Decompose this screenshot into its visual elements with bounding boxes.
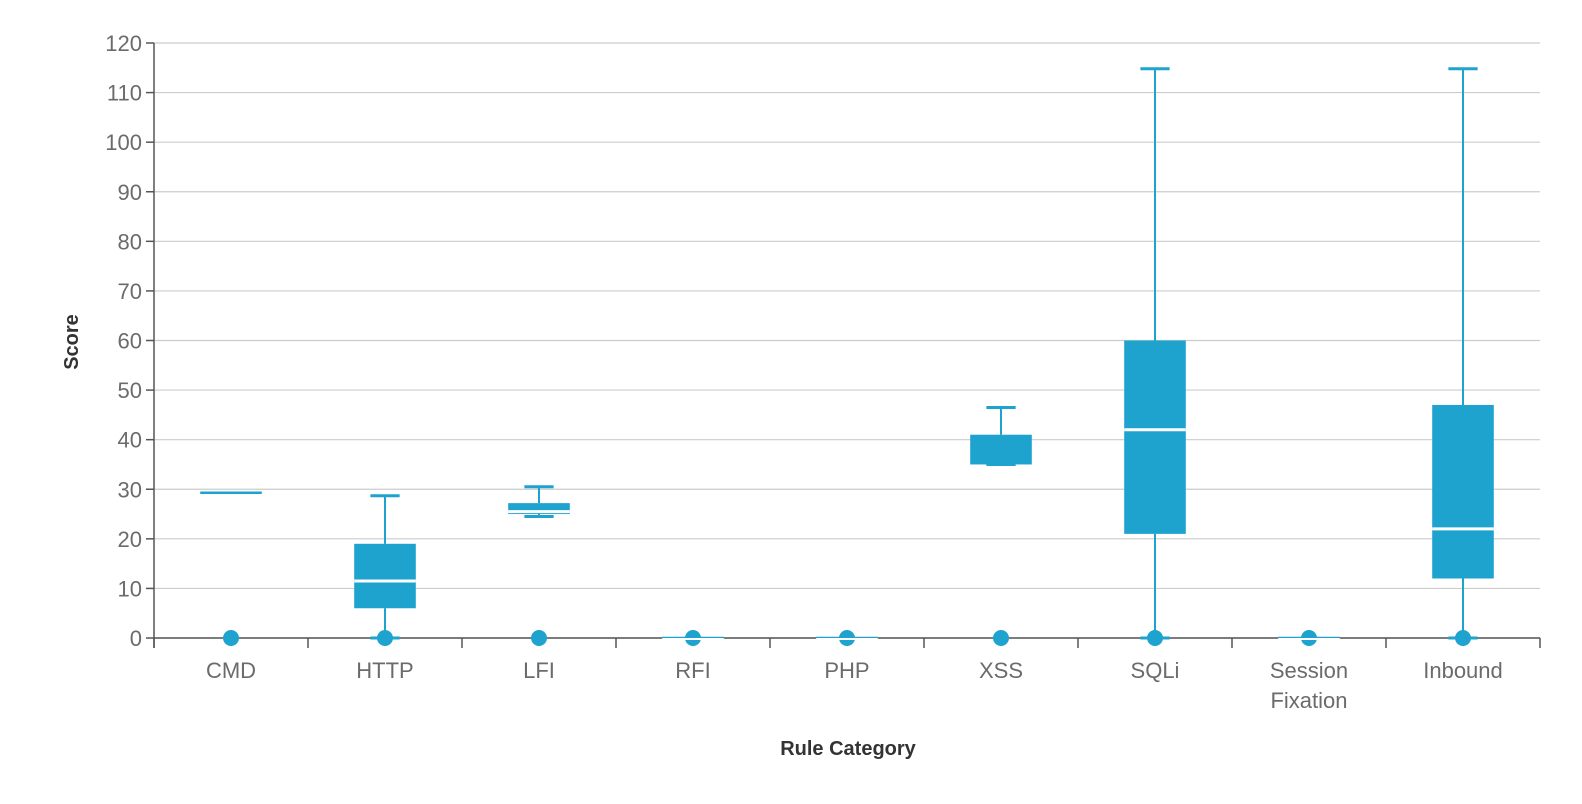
outlier-point <box>531 630 547 646</box>
outlier-point <box>1147 630 1163 646</box>
y-tick-label: 100 <box>105 130 142 155</box>
x-tick-label-line: LFI <box>523 658 555 683</box>
y-tick-label: 70 <box>118 279 142 304</box>
box-php <box>816 630 878 646</box>
x-tick-label: PHP <box>824 658 869 683</box>
x-tick-label: Session Fixation <box>1270 658 1348 713</box>
y-tick-label: 50 <box>118 378 142 403</box>
box-cmd <box>200 491 262 646</box>
x-axis: CMD HTTP LFI RFI PHP XSS SQLi Session Fixation In… <box>153 637 1541 713</box>
box-xss <box>970 405 1032 646</box>
y-tick-label: 110 <box>107 81 142 106</box>
box-sqli <box>1124 67 1186 646</box>
box-inbound <box>1432 67 1494 646</box>
x-tick-label-line: PHP <box>824 658 869 683</box>
y-tick-label: 10 <box>118 576 142 601</box>
x-tick-label-line: CMD <box>206 658 256 683</box>
iqr-box <box>1124 340 1186 534</box>
x-tick-label: SQLi <box>1131 658 1180 683</box>
y-tick-label: 30 <box>118 477 142 502</box>
x-tick-label-line: RFI <box>675 658 710 683</box>
box-rfi <box>662 630 724 646</box>
y-tick-label: 20 <box>118 527 142 552</box>
box-lfi <box>508 485 570 646</box>
boxes <box>200 67 1494 646</box>
box-session-fixation <box>1278 630 1340 646</box>
x-tick-label-line: Inbound <box>1423 658 1503 683</box>
x-axis-title: Rule Category <box>780 738 916 760</box>
y-tick-label: 120 <box>105 31 142 56</box>
outlier-point <box>1455 630 1471 646</box>
x-tick-label-line: Session <box>1270 658 1348 683</box>
x-tick-label: HTTP <box>356 658 413 683</box>
y-tick-label: 40 <box>118 428 142 453</box>
x-tick-label-line: Fixation <box>1270 688 1347 713</box>
x-tick-label: RFI <box>675 658 710 683</box>
y-tick-label: 90 <box>118 180 142 205</box>
y-axis-title: Score <box>61 314 83 370</box>
x-tick-label: Inbound <box>1423 658 1503 683</box>
box-http <box>354 494 416 646</box>
x-tick-label-line: XSS <box>979 658 1023 683</box>
iqr-box <box>508 503 570 515</box>
y-tick-label: 60 <box>118 329 142 354</box>
x-tick-label: XSS <box>979 658 1023 683</box>
iqr-box <box>354 543 416 609</box>
x-tick-label-line: SQLi <box>1131 658 1180 683</box>
x-tick-label-line: HTTP <box>356 658 413 683</box>
iqr-box <box>1432 404 1494 579</box>
y-tick-label: 0 <box>130 626 142 651</box>
outlier-point <box>377 630 393 646</box>
y-axis: 0 10 20 30 40 50 60 70 80 90 100 110 120 <box>105 31 155 651</box>
y-tick-label: 80 <box>118 229 142 254</box>
x-tick-label: LFI <box>523 658 555 683</box>
outlier-point <box>223 630 239 646</box>
outlier-point <box>993 630 1009 646</box>
iqr-box <box>970 434 1032 465</box>
x-tick-label: CMD <box>206 658 256 683</box>
